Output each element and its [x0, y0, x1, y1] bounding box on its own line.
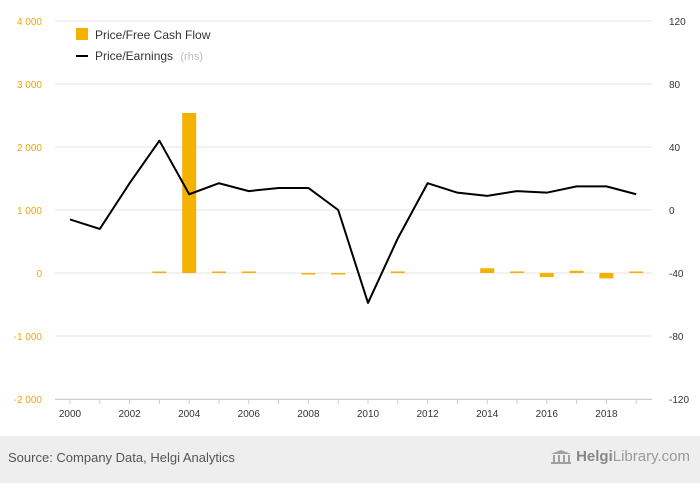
right-axis-ticks: 120 80 40 0 -40 -80 -120 — [669, 17, 689, 406]
right-tick-label: 80 — [669, 80, 681, 91]
right-tick-label: -40 — [669, 269, 684, 280]
x-tick-label: 2006 — [238, 409, 261, 420]
brand-name: HelgiLibrary.com — [576, 448, 690, 465]
left-tick-label: -2 000 — [14, 395, 43, 406]
right-tick-label: 0 — [669, 206, 675, 217]
left-tick-label: 0 — [36, 269, 42, 280]
x-tick-label: 2014 — [476, 409, 499, 420]
legend-label-pe-text: Price/Earnings — [95, 49, 173, 63]
right-tick-label: -120 — [669, 395, 689, 406]
pe-line — [69, 139, 637, 304]
x-tick-label: 2004 — [178, 409, 201, 420]
x-tick-label: 2018 — [595, 409, 618, 420]
fcf-bar — [539, 273, 554, 278]
left-axis-ticks: 4 000 3 000 2 000 1 000 0 -1 000 -2 000 — [14, 17, 43, 406]
x-tick-label: 2010 — [357, 409, 380, 420]
left-tick-label: 3 000 — [17, 80, 42, 91]
x-tick-label: 2008 — [297, 409, 320, 420]
fcf-bar — [241, 271, 256, 273]
fcf-bar — [569, 270, 584, 273]
x-axis: 2000 2002 2004 2006 2008 2010 2012 2014 2016 2018 — [55, 399, 652, 420]
left-tick-label: 1 000 — [17, 206, 42, 217]
pe-line-path — [69, 139, 637, 304]
fcf-bar — [510, 271, 524, 273]
fcf-bars — [152, 112, 644, 279]
x-tick-label: 2002 — [118, 409, 141, 420]
legend-label-pe-suffix: (rhs) — [180, 51, 203, 63]
x-tick-label: 2016 — [536, 409, 559, 420]
left-tick-label: 4 000 — [17, 17, 42, 28]
fcf-bar — [331, 273, 346, 275]
legend: Price/Free Cash Flow Price/Earnings (rhs… — [76, 28, 211, 63]
x-tick-label: 2012 — [416, 409, 439, 420]
fcf-bar — [152, 271, 167, 273]
chart: 4 000 3 000 2 000 1 000 0 -1 000 -2 000 120 80 4… — [14, 17, 690, 420]
right-tick-label: -80 — [669, 332, 684, 343]
fcf-bar — [629, 271, 644, 273]
source-note: Source: Company Data, Helgi Analytics — [8, 450, 235, 465]
legend-label-fcf: Price/Free Cash Flow — [95, 28, 211, 42]
right-tick-label: 40 — [669, 143, 681, 154]
left-tick-label: 2 000 — [17, 143, 42, 154]
fcf-bar — [212, 271, 226, 273]
x-tick-label: 2000 — [59, 409, 82, 420]
fcf-bar — [599, 273, 614, 279]
legend-swatch-fcf — [76, 28, 88, 40]
library-building-icon — [551, 449, 572, 464]
fcf-bar — [480, 268, 495, 273]
footer: Source: Company Data, Helgi Analytics He… — [0, 436, 700, 483]
legend-label-pe: Price/Earnings (rhs) — [95, 49, 203, 63]
fcf-bar — [390, 271, 405, 273]
left-tick-label: -1 000 — [14, 332, 43, 343]
fcf-bar — [301, 273, 316, 275]
brand-logo[interactable]: HelgiLibrary.com — [550, 448, 690, 465]
gridlines — [55, 20, 652, 400]
right-tick-label: 120 — [669, 17, 686, 28]
